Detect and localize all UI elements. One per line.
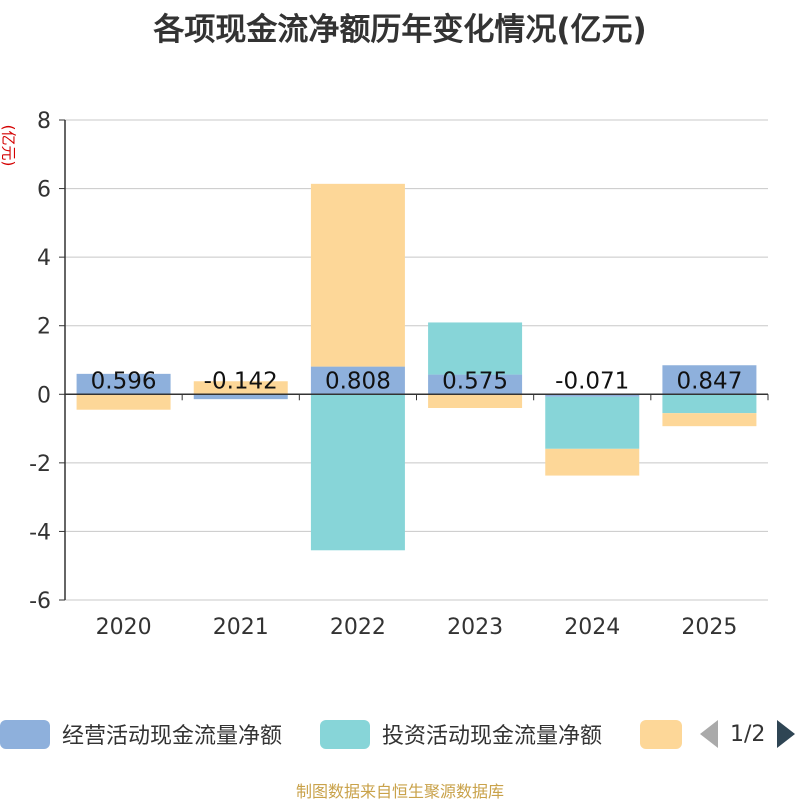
y-tick-label: -2 — [29, 452, 51, 477]
y-tick-label: 4 — [37, 246, 51, 271]
legend-label-operating: 经营活动现金流量净额 — [62, 724, 283, 749]
data-label: 0.596 — [91, 368, 157, 394]
bar-operating-2024 — [545, 394, 640, 397]
legend-prev-page-icon[interactable] — [700, 720, 718, 748]
legend-swatch-operating — [0, 719, 50, 749]
x-tick-label: 2020 — [96, 615, 152, 640]
data-label: 0.847 — [676, 368, 742, 394]
cash-flow-chart: -6 -4 -2 0 2 4 6 8 2020 2021 2022 2023 2024 2025 0.596… — [29, 109, 769, 640]
bar-financing-2020 — [76, 394, 171, 410]
legend-item-financing[interactable] — [640, 716, 694, 752]
data-label: 0.575 — [442, 368, 508, 394]
bar-operating-2021 — [193, 394, 288, 400]
bar-financing-2023 — [428, 394, 523, 408]
legend-item-investing[interactable]: 投资活动现金流量净额 — [320, 716, 602, 752]
x-tick-label: 2024 — [564, 615, 620, 640]
legend-label-investing: 投资活动现金流量净额 — [382, 724, 603, 749]
legend-pager: 1/2 — [700, 716, 796, 752]
bar-operating-2025 — [662, 365, 757, 395]
y-tick-label: -6 — [29, 589, 51, 614]
legend-next-page-icon[interactable] — [777, 720, 796, 748]
x-tick-label: 2022 — [330, 615, 386, 640]
bar-financing-2025 — [662, 413, 757, 427]
bar-investing-2022 — [310, 394, 405, 551]
chart-title: 各项现金流净额历年变化情况(亿元) — [153, 12, 647, 48]
bar-operating-2023 — [428, 374, 523, 395]
legend-page-indicator: 1/2 — [730, 721, 766, 747]
x-tick-label: 2025 — [681, 615, 737, 640]
x-tick-label: 2021 — [213, 615, 269, 640]
y-tick-label: 6 — [37, 178, 51, 203]
legend-swatch-investing — [320, 719, 370, 749]
bar-investing-2023 — [428, 322, 523, 375]
data-label: -0.071 — [555, 368, 629, 394]
y-tick-label: 0 — [37, 383, 51, 408]
x-tick-label: 2023 — [447, 615, 503, 640]
data-label: 0.808 — [325, 368, 391, 394]
data-label: -0.142 — [204, 368, 278, 394]
bar-operating-2020 — [76, 373, 171, 395]
bar-investing-2024 — [545, 396, 640, 449]
bar-investing-2025 — [662, 394, 757, 414]
bar-financing-2022 — [310, 183, 405, 367]
bar-operating-2022 — [310, 366, 405, 395]
chart-legend: 经营活动现金流量净额 投资活动现金流量净额 1/2 — [0, 716, 800, 752]
legend-swatch-financing — [640, 719, 682, 749]
y-tick-label: 8 — [37, 109, 51, 134]
data-source-note: 制图数据来自恒生聚源数据库 — [295, 782, 504, 801]
y-tick-label: -4 — [29, 520, 51, 545]
bar-financing-2021 — [193, 381, 288, 395]
bar-financing-2024 — [545, 448, 640, 476]
legend-item-operating[interactable]: 经营活动现金流量净额 — [0, 716, 282, 752]
y-tick-label: 2 — [37, 315, 51, 340]
